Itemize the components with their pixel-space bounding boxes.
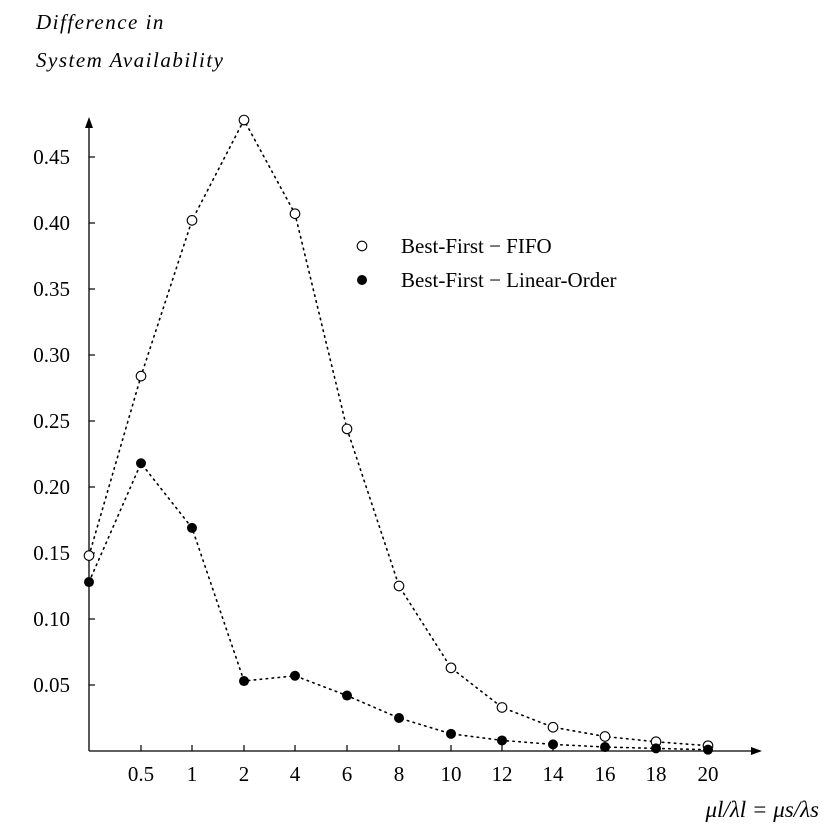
data-point-filled xyxy=(548,739,558,750)
x-tick-label: 2 xyxy=(239,762,250,786)
data-point-open xyxy=(341,423,353,435)
data-point-open xyxy=(496,702,508,713)
x-tick-label: 14 xyxy=(543,762,565,786)
data-point-open xyxy=(393,580,405,592)
data-point-filled xyxy=(651,743,661,754)
y-axis-title-line-1: Difference in xyxy=(36,10,165,34)
y-tick-label: 0.05 xyxy=(33,673,70,697)
data-point-filled xyxy=(342,690,352,701)
data-point-open xyxy=(289,208,301,220)
y-tick-label: 0.45 xyxy=(33,145,70,169)
axes xyxy=(85,117,762,755)
y-ticks: 0.05 0.10 0.15 0.20 0.25 0.30 0.35 0.40 0.45 xyxy=(33,145,95,697)
data-point-open xyxy=(238,114,250,126)
x-tick-label: 10 xyxy=(441,762,462,786)
y-tick-label: 0.15 xyxy=(33,541,70,565)
legend-marker-open xyxy=(356,240,368,252)
x-tick-label: 16 xyxy=(595,762,616,786)
y-tick-label: 0.30 xyxy=(33,343,70,367)
x-axis-arrow xyxy=(751,747,762,755)
data-point-open xyxy=(83,550,95,561)
data-point-open xyxy=(186,215,198,226)
y-tick-label: 0.20 xyxy=(33,475,70,499)
series-2 xyxy=(84,458,713,755)
series-1 xyxy=(83,114,714,752)
x-axis-label: μl/λl = μs/λs xyxy=(706,797,820,823)
data-point-open xyxy=(445,662,457,674)
data-point-filled xyxy=(600,742,610,753)
y-tick-label: 0.25 xyxy=(33,409,70,433)
y-axis-arrow xyxy=(85,117,93,128)
y-tick-label: 0.35 xyxy=(33,277,70,301)
x-tick-label: 8 xyxy=(394,762,405,786)
y-axis-title-line-2: System Availability xyxy=(36,48,225,72)
data-point-filled xyxy=(84,577,94,588)
x-tick-label: 6 xyxy=(342,762,353,786)
data-point-filled xyxy=(187,522,197,533)
series-layer xyxy=(83,114,714,755)
data-point-filled xyxy=(497,735,507,746)
data-point-filled xyxy=(703,744,713,755)
series-line xyxy=(88,118,709,747)
x-tick-label: 1 xyxy=(187,762,198,786)
x-ticks: 0.5 1 2 4 6 8 10 12 14 16 18 20 xyxy=(128,745,719,786)
x-tick-label: 12 xyxy=(492,762,513,786)
y-tick-label: 0.10 xyxy=(33,607,70,631)
data-point-filled xyxy=(136,458,146,469)
data-point-open xyxy=(135,370,147,382)
x-tick-label: 0.5 xyxy=(128,762,154,786)
legend-label: Best-First − Linear-Order xyxy=(401,268,617,292)
x-tick-label: 20 xyxy=(698,762,719,786)
series-line xyxy=(88,461,709,751)
data-point-filled xyxy=(239,676,249,687)
x-tick-label: 18 xyxy=(646,762,667,786)
y-tick-label: 0.40 xyxy=(33,211,70,235)
legend: Best-First − FIFO Best-First − Linear-Ord… xyxy=(356,234,617,292)
legend-label: Best-First − FIFO xyxy=(401,234,552,258)
data-point-open xyxy=(599,731,611,742)
data-point-filled xyxy=(290,670,300,681)
data-point-filled xyxy=(446,728,456,739)
data-point-open xyxy=(547,721,559,733)
data-point-filled xyxy=(394,713,404,723)
legend-marker-filled xyxy=(357,275,367,285)
x-axis-label-text: μl/λl = μs/λs xyxy=(705,797,820,822)
x-tick-label: 4 xyxy=(290,762,301,786)
